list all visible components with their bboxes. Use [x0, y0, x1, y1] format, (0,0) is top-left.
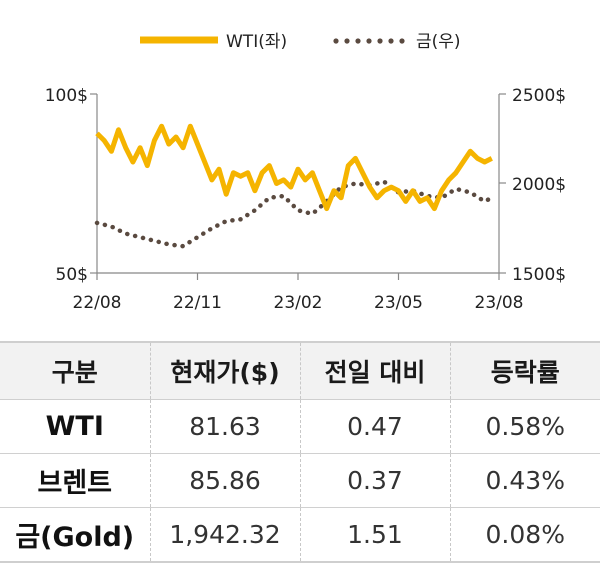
series-wti-line: [95, 123, 493, 212]
row-gold-price: 1,942.32: [149, 507, 300, 563]
legend-wti-label: WTI(좌): [226, 32, 287, 52]
row-wti-rate: 0.58%: [449, 399, 600, 454]
price-chart: WTI(좌) 금(우) 100$ 50$ 2500$ 2000$ 1500$: [45, 32, 566, 313]
table-row: 금(Gold) 1,942.32 1.51 0.08%: [0, 507, 600, 563]
x-tick-label: 23/02: [274, 293, 323, 313]
row-gold-name: 금(Gold): [0, 507, 150, 563]
header-category: 구분: [0, 341, 150, 400]
chart-svg: WTI(좌) 금(우) 100$ 50$ 2500$ 2000$ 1500$: [45, 32, 566, 313]
header-change: 전일 대비: [299, 341, 450, 400]
y-right-tick-2000: 2000$: [512, 175, 566, 195]
row-wti-name: WTI: [0, 399, 150, 454]
legend-gold-label: 금(우): [416, 32, 461, 52]
x-tick-label: 23/05: [374, 293, 423, 313]
row-gold-rate: 0.08%: [449, 507, 600, 563]
series-layer: [94, 123, 495, 249]
x-tick-label: 22/11: [173, 293, 222, 313]
price-table: 구분 현재가($) 전일 대비 등락률 WTI 81.63 0.47 0.58%…: [0, 341, 600, 563]
x-tick-label: 22/08: [73, 293, 122, 313]
row-brent-change: 0.37: [299, 453, 450, 508]
row-brent-name: 브렌트: [0, 453, 150, 508]
row-brent-price: 85.86: [149, 453, 300, 508]
y-right-tick-1500: 1500$: [512, 265, 566, 285]
header-rate: 등락률: [449, 341, 600, 400]
row-wti-change: 0.47: [299, 399, 450, 454]
table-row: 브렌트 85.86 0.37 0.43%: [0, 453, 600, 508]
series-gold-line: [94, 179, 495, 249]
row-brent-rate: 0.43%: [449, 453, 600, 508]
legend: WTI(좌) 금(우): [140, 32, 461, 52]
y-right-tick-2500: 2500$: [512, 86, 566, 106]
x-axis-ticks: 22/08 22/11 23/02 23/05 23/08: [73, 273, 524, 313]
row-wti-price: 81.63: [149, 399, 300, 454]
table-row: WTI 81.63 0.47 0.58%: [0, 399, 600, 454]
y-left-tick-50: 50$: [56, 265, 88, 285]
legend-gold-swatch: [333, 38, 405, 44]
row-gold-change: 1.51: [299, 507, 450, 563]
header-price: 현재가($): [149, 341, 300, 400]
y-left-tick-100: 100$: [45, 86, 88, 106]
x-tick-label: 23/08: [475, 293, 524, 313]
table-header-row: 구분 현재가($) 전일 대비 등락률: [0, 341, 600, 400]
